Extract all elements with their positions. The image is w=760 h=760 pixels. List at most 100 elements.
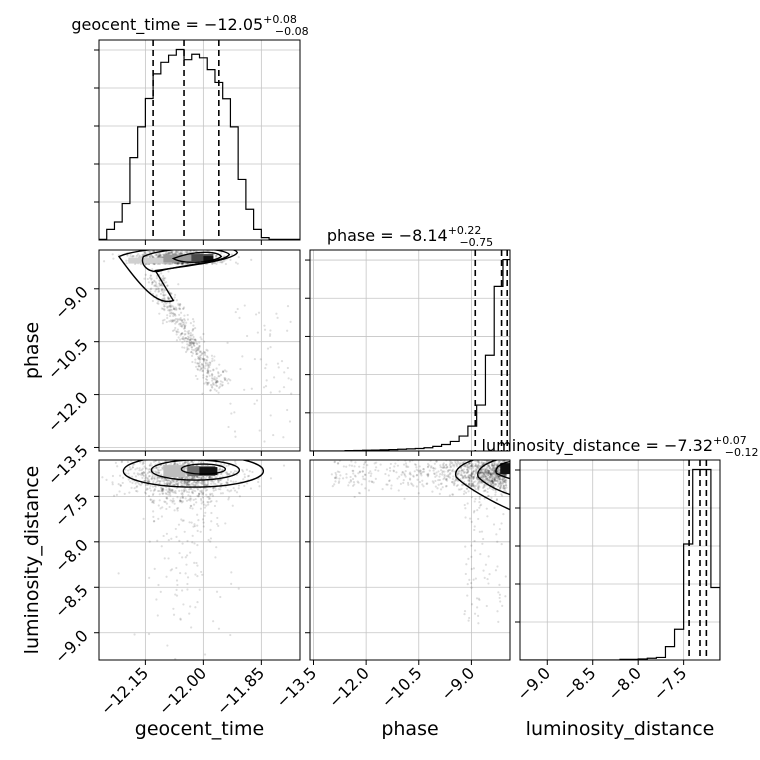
sample-point [149, 288, 152, 291]
panel-frame-phase-geocent_time [98, 249, 301, 452]
sample-point [162, 288, 165, 291]
sample-point [474, 456, 476, 458]
sample-point [203, 457, 205, 459]
sample-point [489, 469, 492, 472]
sample-point [487, 464, 491, 467]
sample-point [177, 302, 180, 306]
x-tick-label-luminosity_distance: −8.0 [604, 663, 645, 704]
sample-point [153, 477, 156, 480]
sample-point [199, 367, 202, 371]
sample-point [179, 251, 182, 254]
sample-point [161, 487, 164, 490]
sample-point [499, 480, 502, 484]
sample-point [479, 476, 483, 479]
sample-point [146, 243, 148, 245]
sample-point [156, 244, 158, 246]
sample-point [181, 491, 184, 495]
x-tick-label-geocent_time: −11.85 [213, 663, 268, 718]
sample-point [203, 503, 206, 506]
sample-point [168, 488, 171, 492]
sample-point [189, 495, 192, 498]
sample-point [202, 374, 205, 377]
sample-point [490, 479, 493, 482]
sample-point [180, 325, 184, 328]
sample-point [477, 465, 480, 468]
sample-point [120, 461, 123, 464]
sample-point [153, 567, 156, 570]
sample-point [174, 306, 177, 309]
sample-point [164, 246, 166, 248]
sample-point [225, 379, 229, 382]
sample-point [196, 494, 199, 497]
sample-point [182, 458, 184, 460]
sample-point [503, 478, 507, 482]
sample-point [500, 457, 502, 459]
sample-point [206, 349, 209, 352]
sample-point [243, 304, 246, 307]
sample-point [121, 476, 125, 479]
sample-point [197, 347, 200, 350]
sample-point [189, 605, 192, 608]
sample-point [492, 484, 495, 487]
sample-point [353, 465, 356, 468]
sample-point [186, 245, 188, 247]
sample-point [181, 462, 185, 465]
sample-point [215, 367, 218, 370]
sample-point [151, 477, 154, 480]
sample-point [504, 575, 507, 578]
sample-point [432, 481, 435, 484]
sample-point [203, 483, 206, 487]
y-tick-label-phase: −9.0 [51, 282, 92, 323]
sample-point [234, 435, 237, 438]
sample-point [184, 460, 187, 464]
sample-point [191, 328, 195, 331]
sample-point [352, 472, 355, 475]
sample-point [198, 346, 201, 349]
sample-point [185, 499, 189, 502]
sample-point [488, 471, 491, 474]
sample-point [476, 485, 480, 488]
sample-point [237, 487, 240, 490]
sample-point [470, 495, 473, 499]
sample-point [190, 343, 193, 347]
sample-point [226, 489, 229, 492]
sample-point [163, 245, 165, 247]
sample-point [189, 460, 192, 464]
sample-point [433, 472, 436, 476]
sample-point [174, 437, 176, 439]
sample-point [470, 474, 473, 477]
sample-point [489, 479, 492, 482]
sample-point [181, 318, 184, 322]
sample-point [172, 305, 175, 308]
sample-point [457, 488, 461, 491]
sample-point [255, 313, 258, 316]
sample-point [490, 463, 493, 466]
sample-point [205, 381, 208, 384]
sample-point [157, 471, 161, 474]
sample-point [200, 502, 203, 505]
sample-point [217, 371, 220, 374]
sample-point [389, 469, 392, 472]
sample-point [478, 472, 482, 475]
sample-point [172, 483, 175, 486]
sample-point [204, 454, 206, 456]
sample-point [179, 252, 182, 256]
sample-point [465, 472, 468, 475]
sample-point [500, 522, 503, 525]
sample-point [182, 457, 184, 459]
sample-point [173, 484, 176, 487]
sample-point [420, 472, 423, 475]
sample-point [473, 474, 476, 478]
sample-point [203, 483, 207, 486]
sample-point [168, 247, 170, 249]
sample-point [449, 462, 452, 465]
sample-point [183, 480, 187, 483]
sample-point [204, 351, 207, 354]
sample-point [416, 473, 419, 477]
sample-point [246, 475, 250, 478]
sample-point [269, 477, 273, 480]
sample-point [153, 478, 156, 481]
sample-point [168, 312, 171, 315]
sample-point [499, 600, 502, 603]
sample-point [234, 462, 237, 465]
